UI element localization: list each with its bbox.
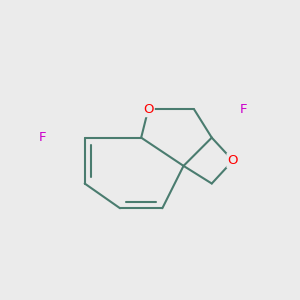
- Text: O: O: [143, 103, 154, 116]
- Text: O: O: [228, 154, 238, 167]
- Text: F: F: [39, 131, 46, 144]
- Text: F: F: [240, 103, 247, 116]
